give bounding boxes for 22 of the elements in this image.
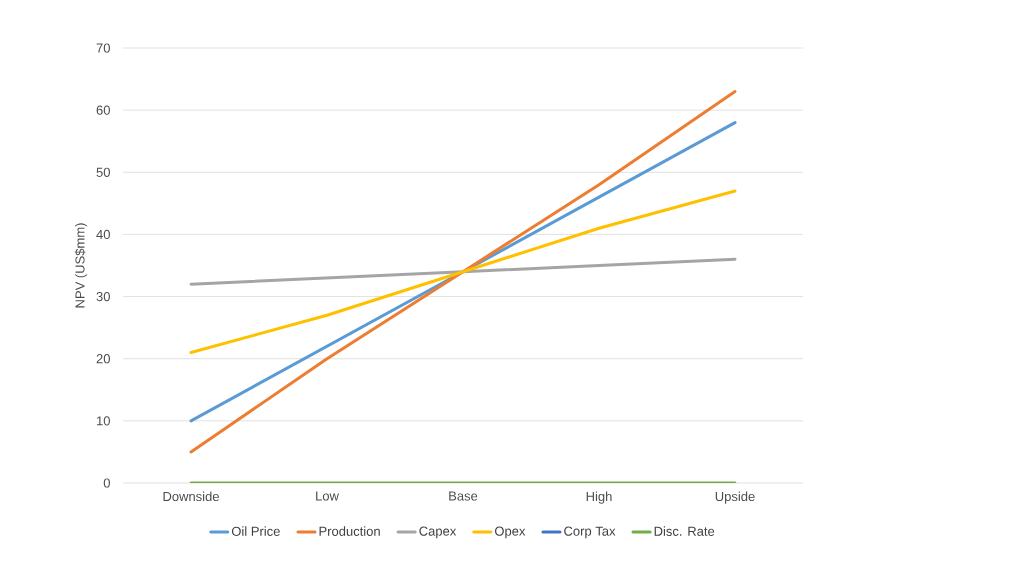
y-tick-label: 50 xyxy=(96,167,110,177)
y-tick-label: 20 xyxy=(96,354,110,364)
x-tick-label: High xyxy=(586,491,612,504)
y-tick-label: 30 xyxy=(96,291,110,302)
line-series xyxy=(189,189,737,354)
y-tick-label: 10 xyxy=(97,416,110,426)
line-series xyxy=(189,90,737,454)
legend-label: Oil Price xyxy=(231,526,280,536)
legend-label: Corp Tax xyxy=(564,526,616,539)
legend-label: Production xyxy=(319,526,380,536)
y-axis-title: NPV (US$mm) xyxy=(74,223,88,308)
legend-label: Disc. Rate xyxy=(654,526,715,536)
x-tick-label: Downside xyxy=(163,491,219,502)
x-tick-label: Low xyxy=(316,491,339,501)
y-tick-label: 60 xyxy=(96,105,110,115)
y-tick-label: 70 xyxy=(96,43,110,53)
x-tick-label: Base xyxy=(449,491,478,501)
y-tick-label: 0 xyxy=(103,478,110,488)
legend-label: Opex xyxy=(494,526,526,539)
legend-label: Capex xyxy=(419,526,457,539)
y-tick-label: 40 xyxy=(96,229,110,240)
x-tick-label: Upside xyxy=(715,491,755,504)
